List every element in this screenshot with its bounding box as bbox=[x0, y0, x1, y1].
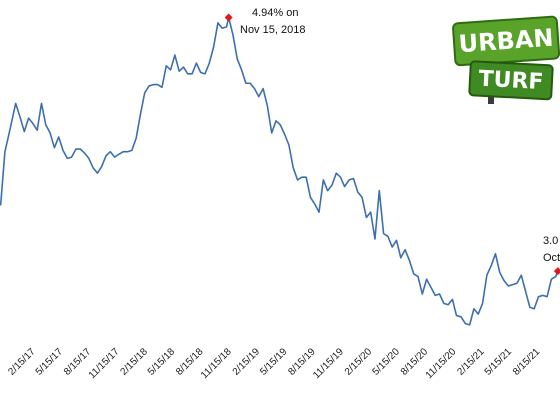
x-tick-label: 11/15/20 bbox=[424, 346, 459, 381]
annotation: 3.0 bbox=[543, 235, 558, 247]
logo-sign-bottom bbox=[468, 60, 554, 101]
x-tick-label: 5/15/20 bbox=[371, 346, 403, 378]
x-tick-label: 2/15/20 bbox=[343, 346, 375, 378]
x-tick-label: 11/15/19 bbox=[311, 346, 346, 381]
line bbox=[0, 16, 559, 326]
x-tick-label: 8/15/21 bbox=[511, 346, 543, 378]
logo-post bbox=[488, 92, 494, 104]
highlight-marker bbox=[224, 13, 233, 22]
x-tick-label: 5/15/18 bbox=[146, 346, 178, 378]
x-tick-label: 5/15/21 bbox=[483, 346, 515, 378]
x-tick-label: 11/15/18 bbox=[199, 346, 234, 381]
x-tick-label: 11/15/17 bbox=[87, 346, 122, 381]
x-tick-label: 2/15/21 bbox=[455, 346, 487, 378]
annotation: Nov 15, 2018 bbox=[240, 24, 305, 36]
logo: URBAN TURF bbox=[452, 15, 560, 104]
logo-bottom: TURF bbox=[478, 67, 544, 95]
x-tick-label: 2/15/19 bbox=[231, 346, 263, 378]
highlight-marker bbox=[553, 267, 560, 276]
logo-sign-top bbox=[452, 15, 560, 67]
x-tick-label: 2/15/17 bbox=[6, 346, 38, 378]
x-tick-label: 5/15/17 bbox=[34, 346, 66, 378]
x-tick-label: 2/15/18 bbox=[119, 346, 151, 378]
annotation: Oct bbox=[543, 252, 560, 264]
x-tick-label: 5/15/19 bbox=[258, 346, 290, 378]
annotation: 4.94% on bbox=[252, 7, 298, 19]
logo-top: URBAN bbox=[458, 24, 555, 59]
